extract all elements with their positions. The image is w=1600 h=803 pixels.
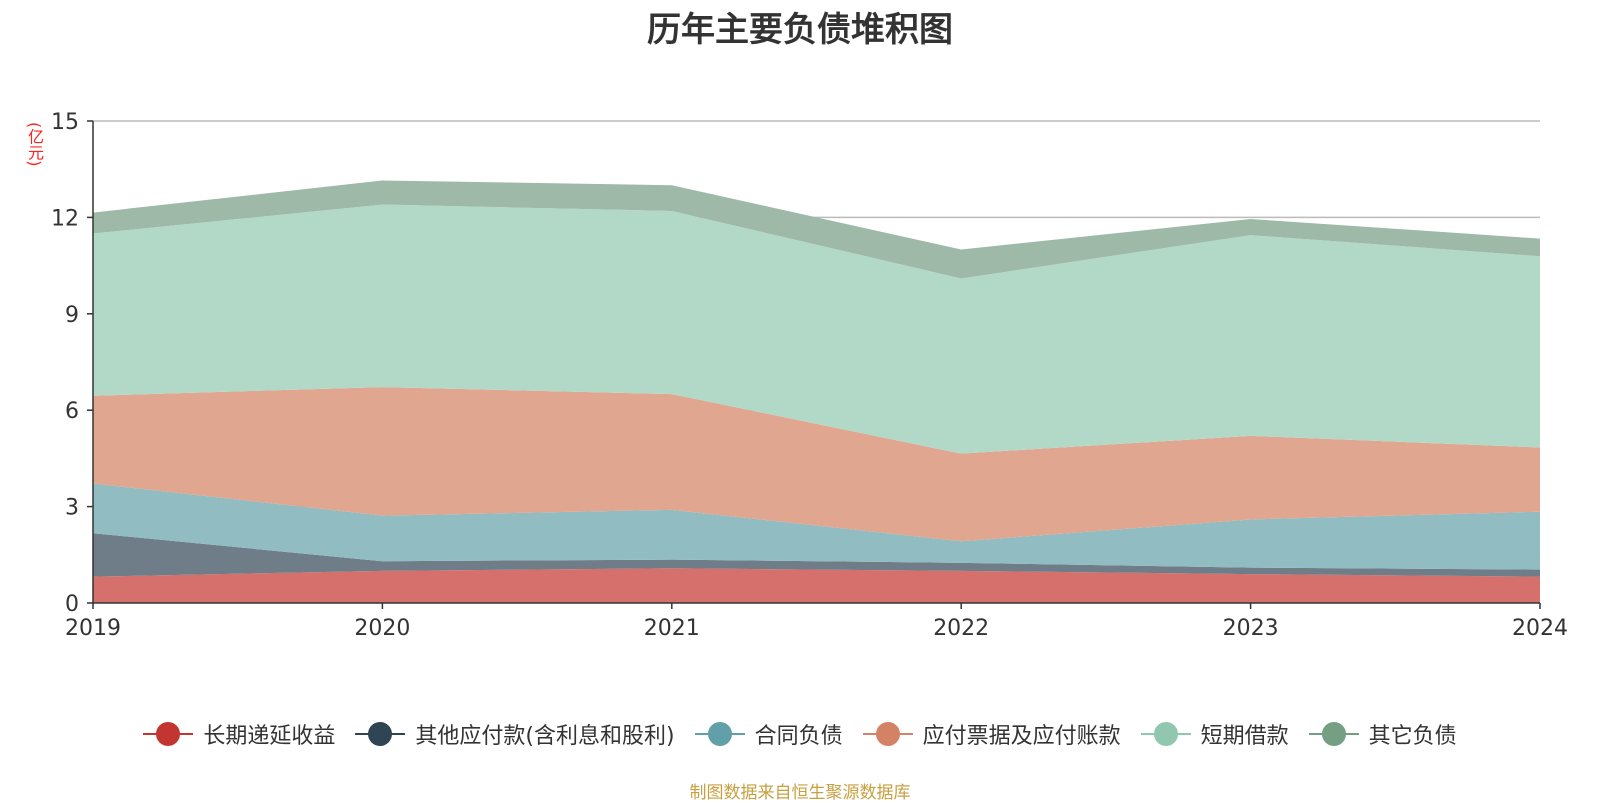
- legend-item[interactable]: 合同负债: [694, 718, 843, 750]
- legend-item[interactable]: 应付票据及应付账款: [862, 718, 1121, 750]
- x-tick-label: 2019: [65, 616, 121, 641]
- x-tick-label: 2024: [1512, 616, 1568, 641]
- y-tick-label: 12: [51, 206, 79, 231]
- x-tick-label: 2020: [354, 616, 410, 641]
- y-axis-label: (亿元): [25, 122, 44, 167]
- legend-label: 合同负债: [754, 724, 843, 749]
- x-tick-label: 2022: [933, 616, 989, 641]
- area-series-5: [93, 180, 1540, 279]
- y-tick-label: 6: [65, 399, 79, 424]
- legend-marker-icon: [355, 722, 406, 746]
- legend: 长期递延收益 其他应付款(含利息和股利) 合同负债 应付票据及应付账款 短期借款 其它负债: [0, 718, 1600, 750]
- source-note: 制图数据来自恒生聚源数据库: [689, 783, 911, 803]
- y-tick-label: 9: [65, 303, 79, 328]
- legend-label: 长期递延收益: [203, 724, 336, 749]
- legend-label: 应付票据及应付账款: [922, 724, 1121, 749]
- legend-item[interactable]: 长期递延收益: [143, 718, 335, 750]
- legend-marker-icon: [1140, 722, 1191, 746]
- legend-item[interactable]: 其他应付款(含利息和股利): [355, 718, 675, 750]
- x-tick-label: 2023: [1223, 616, 1279, 641]
- stacked-areas: [93, 180, 1540, 603]
- legend-item[interactable]: 其它负债: [1308, 718, 1457, 750]
- chart-title: 历年主要负债堆积图: [647, 10, 953, 50]
- legend-marker-icon: [143, 722, 194, 746]
- legend-item[interactable]: 短期借款: [1140, 718, 1289, 750]
- legend-label: 短期借款: [1200, 724, 1289, 749]
- legend-marker-icon: [862, 722, 913, 746]
- area-series-3: [93, 387, 1540, 542]
- area-series-4: [93, 204, 1540, 454]
- legend-marker-icon: [694, 722, 745, 746]
- x-tick-label: 2021: [644, 616, 700, 641]
- axes: 0 3 6 9 12 15 2019 2020 2021 2022 2023 2024: [51, 110, 1568, 641]
- legend-marker-icon: [1308, 722, 1359, 746]
- y-tick-label: 3: [65, 496, 79, 521]
- y-tick-label: 0: [65, 592, 79, 617]
- legend-label: 其它负债: [1368, 724, 1457, 749]
- legend-label: 其他应付款(含利息和股利): [415, 724, 675, 749]
- y-tick-label: 15: [51, 110, 79, 135]
- area-series-0: [93, 568, 1540, 603]
- area-series-1: [93, 533, 1540, 577]
- area-series-2: [93, 483, 1540, 570]
